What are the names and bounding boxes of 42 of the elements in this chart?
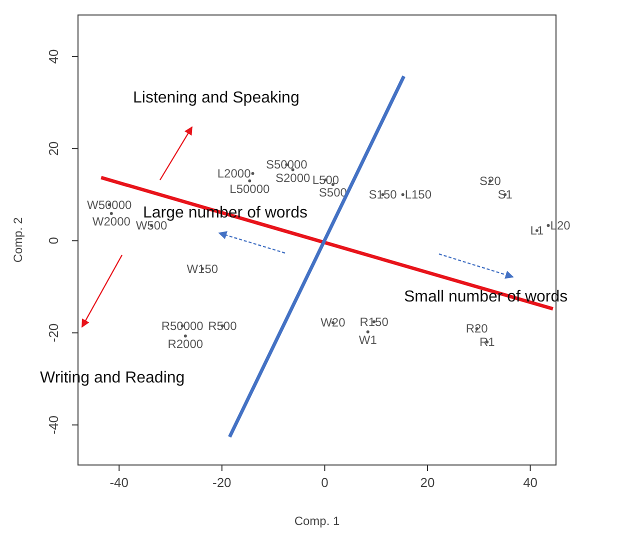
- data-label: R150: [360, 314, 389, 329]
- y-tick-label: 0: [46, 237, 61, 244]
- x-axis-title: Comp. 1: [294, 514, 340, 528]
- data-label: W50000: [87, 198, 132, 212]
- data-label: S1: [498, 188, 513, 202]
- data-label: L50000: [230, 182, 270, 196]
- data-label: L150: [404, 188, 432, 202]
- y-tick-label: 40: [46, 49, 61, 64]
- data-label: W2000: [92, 214, 131, 229]
- x-tick-label: 20: [420, 475, 435, 490]
- data-label: R2000: [168, 337, 204, 352]
- data-label: L500: [312, 172, 340, 187]
- data-label: S50000: [266, 158, 308, 172]
- y-axis-title: Comp. 2: [11, 217, 25, 263]
- data-label: W150: [186, 262, 218, 276]
- data-label: W500: [136, 218, 168, 232]
- point: [184, 334, 187, 338]
- point: [546, 224, 550, 227]
- data-label: R1: [479, 335, 496, 350]
- x-tick-label: 0: [321, 475, 328, 490]
- data-label: R500: [208, 318, 238, 333]
- y-tick-label: -40: [46, 416, 61, 434]
- y-tick-label: 20: [46, 141, 61, 156]
- point: [401, 193, 404, 196]
- data-label: W1: [358, 332, 378, 347]
- data-label: L2000: [217, 166, 252, 180]
- data-label: S2000: [275, 170, 311, 185]
- data-label: L1: [530, 224, 544, 238]
- point: [248, 179, 252, 182]
- y-tick-label: -20: [46, 323, 61, 342]
- point: [366, 330, 370, 334]
- point: [251, 172, 254, 175]
- x-tick-label: 40: [523, 475, 538, 490]
- data-label: R20: [466, 322, 488, 336]
- data-label: S150: [368, 188, 398, 202]
- x-tick-label: -40: [110, 475, 129, 490]
- data-label: W20: [320, 316, 346, 330]
- x-tick-label: -20: [212, 475, 232, 490]
- data-label: R50000: [161, 318, 204, 333]
- annotation: Listening and Speaking: [133, 90, 300, 106]
- point: [110, 212, 113, 216]
- data-label: S20: [480, 174, 502, 188]
